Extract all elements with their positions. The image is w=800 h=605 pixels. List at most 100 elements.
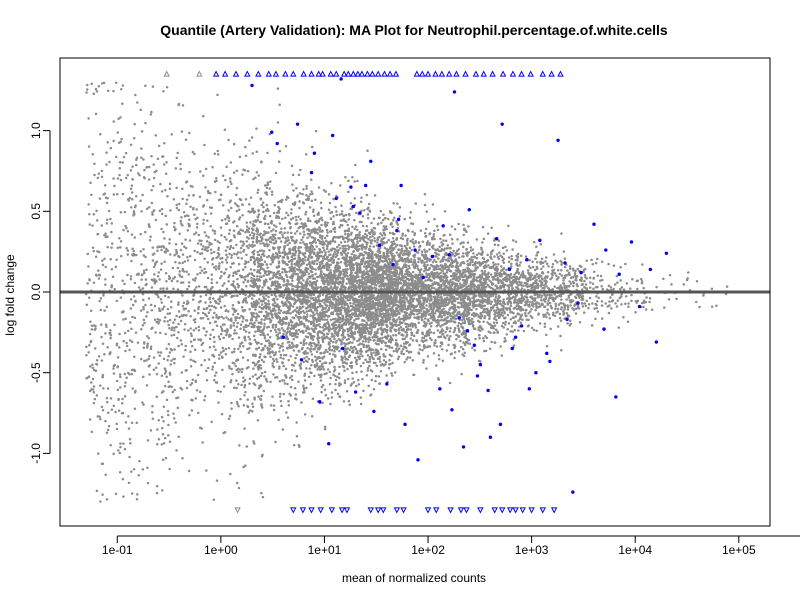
background-point [300,401,303,404]
background-point [332,253,335,256]
background-point [252,236,255,240]
background-point [350,346,354,350]
background-point [92,401,96,405]
background-point [429,258,432,261]
background-point [323,236,327,240]
background-point [317,275,320,279]
background-point [463,342,467,346]
background-point [274,304,278,308]
background-point [244,296,248,300]
background-point [407,301,410,305]
background-point [257,359,261,363]
background-point [121,84,125,87]
background-point [210,242,213,246]
background-point [361,215,364,218]
background-point [203,248,207,251]
background-point [434,260,438,264]
background-point [95,489,99,493]
background-point [425,334,428,338]
background-point [365,373,369,377]
background-point [87,145,91,148]
background-point [237,383,240,386]
background-point [350,207,354,211]
background-point [566,322,569,325]
background-point [347,218,351,221]
background-point [509,302,513,305]
background-point [289,319,292,322]
background-point [238,216,242,219]
background-point [197,305,200,309]
background-point [408,266,411,270]
background-point [437,253,440,256]
background-point [619,266,622,269]
background-point [418,311,421,314]
background-point [180,314,184,317]
background-point [230,256,233,259]
background-point [109,329,112,332]
background-point [140,156,143,160]
background-point [235,224,239,228]
background-point [164,172,168,175]
background-point [574,312,578,315]
background-point [281,342,284,345]
background-point [87,203,90,206]
background-point [203,231,207,234]
background-point [451,242,454,245]
background-point [596,300,599,303]
background-point [257,297,261,301]
background-point [190,334,193,338]
background-point [225,165,228,169]
background-point [363,323,366,327]
background-point [356,179,359,183]
background-point [116,356,120,359]
background-point [196,273,199,276]
background-point [445,247,449,250]
background-point [263,325,266,328]
background-point [232,280,235,283]
background-point [367,237,370,241]
background-point [334,382,337,386]
background-point [178,315,181,319]
background-point [542,284,546,287]
background-point [295,434,299,438]
background-point [265,263,269,266]
background-point [151,253,155,256]
background-point [311,192,314,195]
background-point [436,329,440,332]
background-point [111,242,114,245]
background-point [223,235,227,239]
background-point [339,241,343,244]
background-point [329,217,333,221]
background-point [571,280,575,283]
background-point [400,350,403,353]
background-point [241,320,244,323]
background-point [510,287,514,290]
background-point [361,340,365,343]
background-point [346,240,350,243]
background-point [123,395,127,398]
background-point [143,359,146,363]
background-point [228,228,232,232]
background-point [409,239,412,243]
background-point [294,397,297,400]
background-point [279,230,283,234]
background-point [114,410,117,414]
background-point [415,339,419,343]
background-point [479,316,483,320]
background-point [581,288,584,291]
background-point [229,379,233,382]
background-point [152,209,156,212]
background-point [181,197,184,201]
background-point [121,397,124,401]
background-point [302,342,306,345]
background-point [279,399,283,403]
background-point [224,258,228,261]
background-point [118,332,121,336]
background-point [99,297,103,300]
background-point [310,327,313,330]
background-point [534,308,537,312]
background-point [168,440,172,443]
background-point [314,359,318,362]
background-point [369,321,373,325]
background-point [213,340,216,344]
